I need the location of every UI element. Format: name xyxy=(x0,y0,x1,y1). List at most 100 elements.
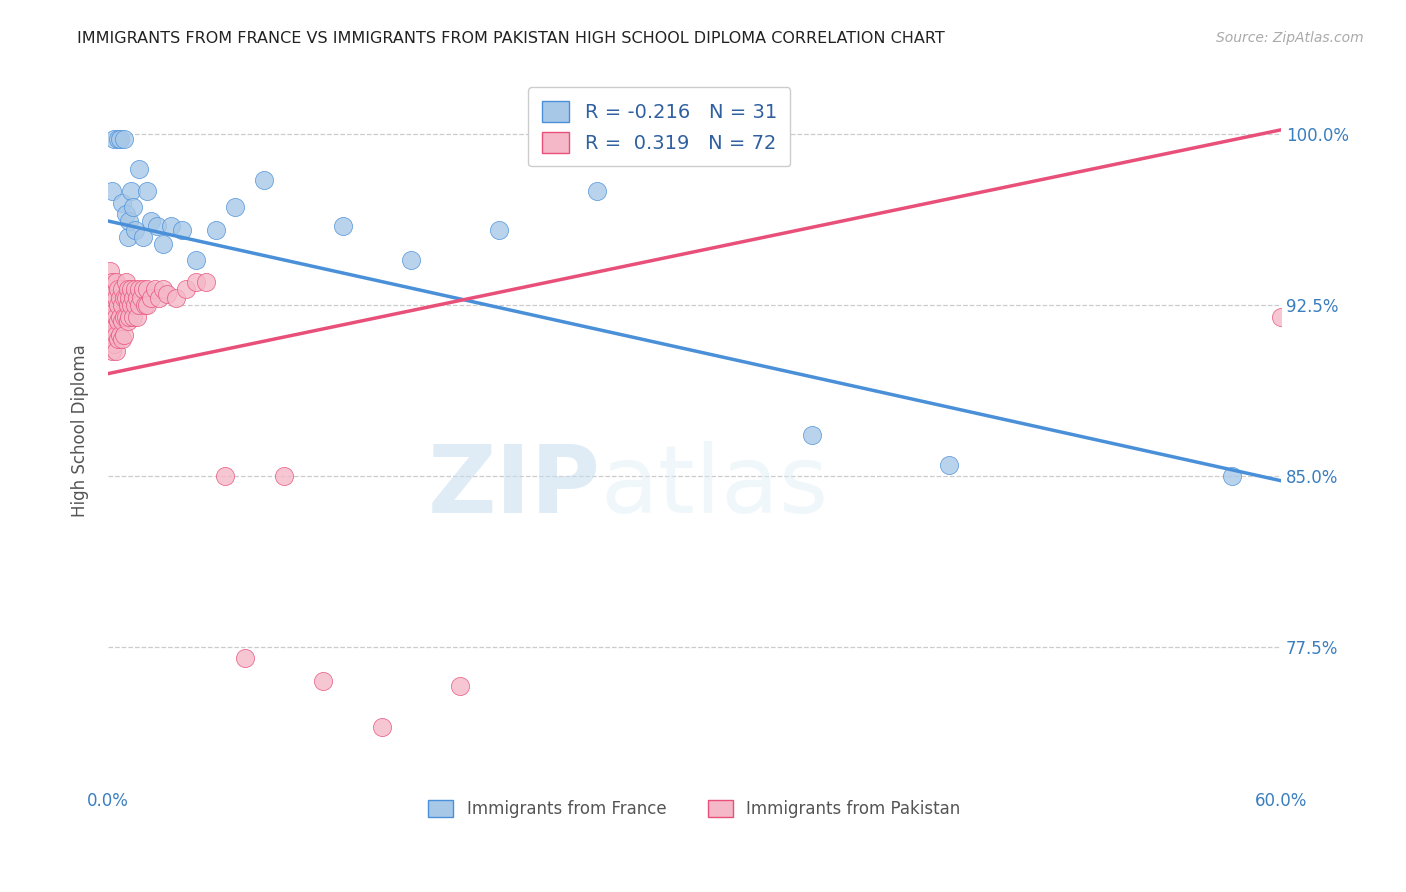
Text: ZIP: ZIP xyxy=(427,441,600,533)
Point xyxy=(108,310,131,324)
Point xyxy=(233,651,256,665)
Point xyxy=(118,292,141,306)
Point xyxy=(152,282,174,296)
Point xyxy=(253,173,276,187)
Point xyxy=(98,314,121,328)
Point xyxy=(111,333,134,347)
Point xyxy=(332,219,354,233)
Point xyxy=(139,214,162,228)
Point xyxy=(117,298,139,312)
Point xyxy=(132,230,155,244)
Point xyxy=(1270,310,1292,324)
Point xyxy=(152,236,174,251)
Point xyxy=(118,214,141,228)
Point xyxy=(111,298,134,312)
Point xyxy=(204,223,226,237)
Point xyxy=(128,282,150,296)
Point xyxy=(122,200,145,214)
Point xyxy=(107,132,129,146)
Point xyxy=(399,252,422,267)
Point xyxy=(101,185,124,199)
Point xyxy=(128,298,150,312)
Point xyxy=(129,292,152,306)
Point xyxy=(104,327,127,342)
Point xyxy=(112,310,135,324)
Point xyxy=(111,282,134,296)
Point xyxy=(98,298,121,312)
Point xyxy=(117,230,139,244)
Point xyxy=(120,298,142,312)
Point xyxy=(122,310,145,324)
Point xyxy=(101,292,124,306)
Text: atlas: atlas xyxy=(600,441,830,533)
Point xyxy=(107,314,129,328)
Point xyxy=(449,679,471,693)
Point xyxy=(174,282,197,296)
Point xyxy=(184,276,207,290)
Point xyxy=(127,292,149,306)
Point xyxy=(118,310,141,324)
Point xyxy=(124,282,146,296)
Point xyxy=(103,321,125,335)
Point xyxy=(136,282,159,296)
Point xyxy=(114,207,136,221)
Point xyxy=(224,200,246,214)
Point xyxy=(122,292,145,306)
Legend: Immigrants from France, Immigrants from Pakistan: Immigrants from France, Immigrants from … xyxy=(422,793,967,825)
Point xyxy=(103,132,125,146)
Point xyxy=(134,298,156,312)
Point xyxy=(120,282,142,296)
Point xyxy=(128,161,150,176)
Point xyxy=(108,292,131,306)
Point xyxy=(117,282,139,296)
Point xyxy=(98,282,121,296)
Point xyxy=(112,327,135,342)
Point xyxy=(101,276,124,290)
Point xyxy=(156,286,179,301)
Point xyxy=(585,185,607,199)
Point xyxy=(214,469,236,483)
Point xyxy=(370,720,392,734)
Point xyxy=(111,314,134,328)
Point xyxy=(132,282,155,296)
Point xyxy=(165,292,187,306)
Point xyxy=(139,292,162,306)
Point xyxy=(107,298,129,312)
Point xyxy=(107,282,129,296)
Point xyxy=(104,276,127,290)
Point xyxy=(136,185,159,199)
Point xyxy=(114,276,136,290)
Point xyxy=(938,458,960,472)
Point xyxy=(101,327,124,342)
Point xyxy=(108,132,131,146)
Point xyxy=(172,223,194,237)
Point xyxy=(124,223,146,237)
Point xyxy=(136,298,159,312)
Point xyxy=(127,310,149,324)
Y-axis label: High School Diploma: High School Diploma xyxy=(72,344,89,517)
Point xyxy=(194,276,217,290)
Point xyxy=(1220,469,1243,483)
Point xyxy=(146,219,169,233)
Point xyxy=(104,343,127,358)
Text: IMMIGRANTS FROM FRANCE VS IMMIGRANTS FROM PAKISTAN HIGH SCHOOL DIPLOMA CORRELATI: IMMIGRANTS FROM FRANCE VS IMMIGRANTS FRO… xyxy=(77,31,945,46)
Point xyxy=(143,282,166,296)
Point xyxy=(103,305,125,319)
Point xyxy=(124,298,146,312)
Point xyxy=(104,310,127,324)
Point xyxy=(312,674,335,689)
Text: Source: ZipAtlas.com: Source: ZipAtlas.com xyxy=(1216,31,1364,45)
Point xyxy=(273,469,295,483)
Point xyxy=(111,195,134,210)
Point xyxy=(148,292,170,306)
Point xyxy=(117,314,139,328)
Point xyxy=(159,219,181,233)
Point xyxy=(114,310,136,324)
Point xyxy=(800,428,823,442)
Point xyxy=(104,292,127,306)
Point xyxy=(114,292,136,306)
Point xyxy=(101,343,124,358)
Point xyxy=(108,327,131,342)
Point xyxy=(112,292,135,306)
Point xyxy=(120,185,142,199)
